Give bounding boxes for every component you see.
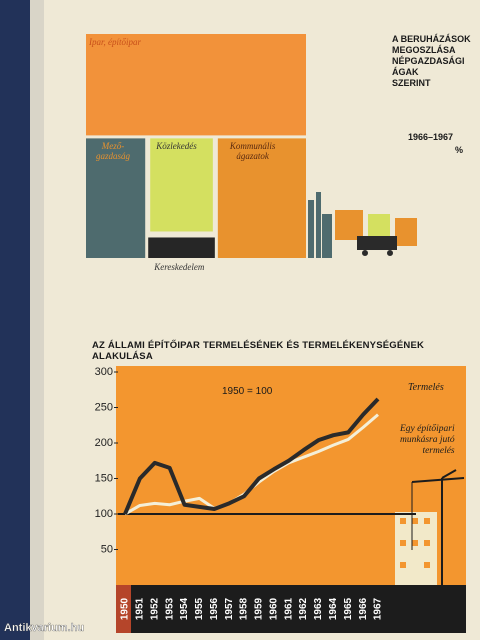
x-tick-label: 1955: [194, 597, 205, 620]
treemap-subtitle: 1966–1967: [408, 132, 454, 142]
cell-label: Ipar, építőipar: [89, 37, 142, 47]
y-tick-label: 50: [101, 543, 113, 555]
treemap-unit: %: [455, 145, 464, 155]
x-tick-label: 1960: [268, 597, 279, 620]
y-tick-label: 150: [95, 472, 113, 484]
year-strip: [116, 585, 466, 633]
watermark: Antikvarium.hu: [4, 622, 84, 634]
line-chart-title: AZ ÁLLAMI ÉPÍTŐIPAR TERMELÉSÉNEK ÉS TERM…: [92, 340, 425, 362]
series-label: Termelés: [408, 382, 444, 393]
cell-label: Kereskedelem: [154, 262, 205, 272]
x-tick-label: 1959: [254, 597, 265, 620]
y-tick-label: 250: [95, 401, 113, 413]
y-tick-label: 300: [95, 366, 113, 378]
cell-label: Mező- gazdaság: [96, 141, 131, 162]
year-strip-first: [116, 585, 131, 633]
treemap-cell: [86, 34, 306, 136]
x-tick-label: 1966: [358, 597, 369, 620]
factory-illustration: [308, 192, 417, 258]
crane-illustration: [411, 469, 465, 585]
cell-label: Közlekedés: [156, 141, 197, 152]
treemap-cell: [217, 138, 306, 258]
series-label: Egy építőipari munkásra jutó termelés: [400, 424, 455, 456]
y-tick-label: 100: [95, 508, 113, 520]
cell-label: Kommunális ágazatok: [229, 141, 276, 162]
x-tick-label: 1967: [373, 597, 384, 620]
x-tick-label: 1950: [120, 597, 131, 620]
x-tick-label: 1961: [283, 597, 294, 620]
treemap-cell: [148, 237, 215, 258]
x-tick-label: 1962: [298, 597, 309, 620]
y-tick-label: 200: [95, 437, 113, 449]
x-tick-label: 1958: [239, 597, 250, 620]
x-tick-label: 1953: [164, 597, 175, 620]
x-tick-label: 1954: [179, 597, 190, 620]
treemap-title: A BERUHÁZÁSOK MEGOSZLÁSA NÉPGAZDASÁGI ÁG…: [392, 34, 471, 88]
page-edge: [30, 0, 44, 640]
book-spine: [0, 0, 30, 640]
annotation: 1950 = 100: [222, 386, 273, 397]
x-tick-label: 1956: [209, 597, 220, 620]
x-tick-label: 1963: [313, 597, 324, 620]
x-tick-label: 1951: [135, 597, 146, 620]
x-tick-label: 1957: [224, 597, 235, 620]
series-line: [123, 397, 380, 515]
treemap-cell: [150, 138, 213, 232]
treemap-cell: [86, 138, 146, 258]
x-tick-label: 1965: [343, 597, 354, 620]
x-tick-label: 1952: [149, 597, 160, 620]
building-illustration: [395, 512, 437, 585]
x-tick-label: 1964: [328, 597, 339, 620]
